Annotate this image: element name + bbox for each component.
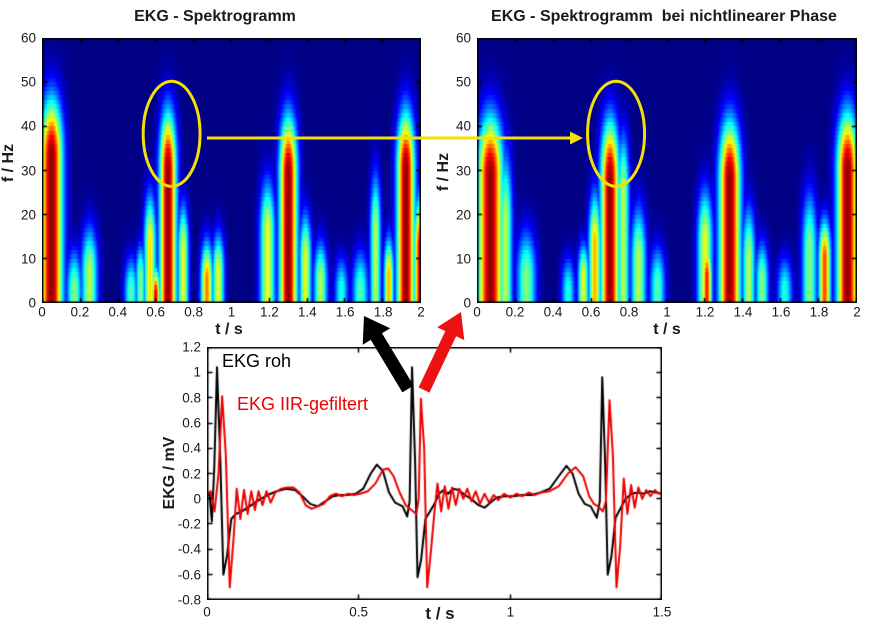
y-tick-label: 40 xyxy=(455,118,471,134)
x-tick-label: 1.5 xyxy=(652,604,672,620)
spectrogram-right-title: EKG - Spektrogramm bei nichtlinearer Pha… xyxy=(491,8,837,25)
y-tick-label: 0.4 xyxy=(182,440,201,456)
y-tick-label: 1.2 xyxy=(182,339,201,355)
x-tick-label: 0.8 xyxy=(619,304,639,320)
x-tick-label: 0.5 xyxy=(349,604,369,620)
x-tick-label: 1.4 xyxy=(297,304,317,320)
ekg-plot-ylabel: EKG / mV xyxy=(161,436,178,510)
y-tick-label: -0.6 xyxy=(177,567,201,583)
spectrogram-right-ylabel: f / Hz xyxy=(435,152,452,192)
x-tick-label: 1.2 xyxy=(260,304,279,320)
x-tick-label: 1.6 xyxy=(771,304,791,320)
x-tick-label: 0 xyxy=(473,304,481,320)
spectrogram-right-xlabel: t / s xyxy=(653,321,681,338)
y-tick-label: 30 xyxy=(20,163,36,178)
x-tick-label: 0.8 xyxy=(184,304,203,320)
y-tick-label: -0.2 xyxy=(177,516,201,532)
y-tick-label: 0.2 xyxy=(182,466,201,481)
spectrogram-left-title: EKG - Spektrogramm xyxy=(134,8,296,25)
x-tick-label: 1.6 xyxy=(335,304,355,320)
y-tick-label: 0.6 xyxy=(182,415,201,431)
x-tick-label: 0.6 xyxy=(146,304,166,320)
y-tick-label: -0.4 xyxy=(177,541,201,557)
x-tick-label: 1.8 xyxy=(373,304,393,320)
x-tick-label: 0.4 xyxy=(543,304,563,320)
spectrogram-left-ylabel: f / Hz xyxy=(0,143,17,183)
y-tick-label: 20 xyxy=(455,207,471,223)
y-tick-label: 40 xyxy=(20,118,36,134)
x-tick-label: 1 xyxy=(663,304,671,320)
x-tick-label: 1.2 xyxy=(695,304,715,320)
y-tick-label: 0 xyxy=(193,491,201,507)
spectrogram-right-heatmap xyxy=(477,38,857,303)
x-tick-label: 0.6 xyxy=(581,304,601,320)
y-tick-label: 0.8 xyxy=(182,390,201,406)
y-tick-label: 50 xyxy=(455,74,471,90)
x-tick-label: 0.2 xyxy=(505,304,525,320)
y-tick-label: 60 xyxy=(455,30,471,46)
y-tick-label: 0 xyxy=(463,295,471,311)
x-tick-label: 1.8 xyxy=(809,304,829,320)
x-tick-label: 0 xyxy=(203,604,211,620)
legend-ekg-gefiltert: EKG IIR-gefiltert xyxy=(237,394,369,414)
x-tick-label: 1 xyxy=(506,604,515,620)
y-tick-label: -0.8 xyxy=(177,592,201,608)
y-tick-label: 10 xyxy=(20,251,36,267)
spectrogram-left-heatmap xyxy=(42,38,421,303)
y-tick-label: 60 xyxy=(20,30,36,46)
legend-ekg-roh: EKG roh xyxy=(222,351,292,371)
x-tick-label: 2 xyxy=(853,304,861,320)
y-tick-label: 10 xyxy=(455,251,471,267)
ekg-plot-xlabel: t / s xyxy=(425,604,455,623)
y-tick-label: 20 xyxy=(20,207,36,223)
y-tick-label: 50 xyxy=(20,74,36,90)
x-tick-label: 2 xyxy=(417,304,425,320)
spectrogram-left-xlabel: t / s xyxy=(215,321,243,338)
ekg-line-plot xyxy=(207,347,662,600)
y-tick-label: 1 xyxy=(193,364,201,380)
x-tick-label: 0.2 xyxy=(70,304,90,320)
x-tick-label: 1 xyxy=(227,304,236,320)
x-tick-label: 0 xyxy=(38,304,46,320)
y-tick-label: 30 xyxy=(455,163,471,178)
x-tick-label: 0.4 xyxy=(108,304,128,320)
y-tick-label: 0 xyxy=(28,295,36,311)
x-tick-label: 1.4 xyxy=(733,304,753,320)
